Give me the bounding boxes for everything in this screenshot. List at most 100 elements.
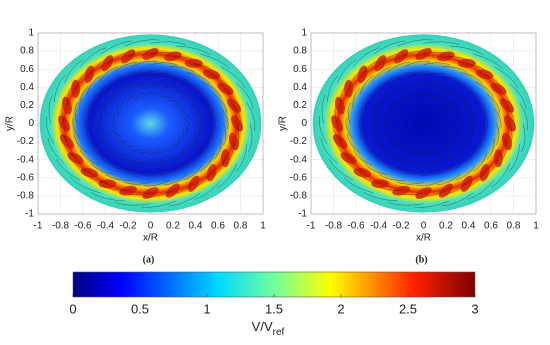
streamline (377, 99, 382, 114)
streamline (150, 62, 178, 66)
streamline (423, 62, 451, 66)
x-axis-label: x/R (143, 233, 158, 244)
streamline (183, 142, 192, 156)
streamline (176, 45, 211, 56)
streamline (150, 41, 187, 46)
streamline (92, 93, 99, 112)
streamline (132, 160, 151, 164)
streamline (246, 102, 255, 131)
streamline (467, 180, 495, 200)
streamline (321, 94, 326, 124)
streamline (91, 145, 109, 158)
x-tick-label: -0.6 (74, 221, 92, 232)
y-tick-label: 0.6 (20, 64, 34, 75)
streamline (396, 181, 424, 185)
streamline (79, 47, 107, 67)
streamline (363, 163, 387, 175)
streamline (79, 87, 88, 109)
streamline (389, 136, 401, 143)
streamline (220, 66, 246, 89)
streamline (364, 145, 382, 158)
streamline (72, 117, 81, 139)
streamline (233, 105, 242, 130)
streamline (90, 191, 125, 202)
y-tick-label: -0.8 (17, 191, 35, 202)
x-tick-label: -1 (34, 221, 43, 232)
streamline (399, 95, 408, 105)
streamline (48, 94, 53, 124)
streamline (365, 93, 372, 112)
y-tick-label: -0.2 (17, 136, 35, 147)
streamline (411, 81, 429, 88)
streamline (143, 180, 170, 187)
streamline (120, 72, 140, 82)
streamline (345, 117, 354, 139)
x-tick-label: -0.8 (52, 221, 70, 232)
streamline (74, 101, 78, 124)
streamline (346, 134, 361, 154)
streamline (347, 101, 351, 124)
streamline (183, 96, 197, 107)
streamline (223, 123, 227, 146)
streamline (144, 169, 167, 176)
streamline (363, 191, 398, 202)
streamline (126, 95, 135, 105)
streamline (100, 40, 133, 55)
streamline (163, 174, 188, 186)
streamline (113, 165, 136, 171)
colorbar-tick-label: 2.5 (399, 301, 417, 316)
axes-frame (37, 32, 264, 215)
streamline (121, 100, 127, 111)
streamline (133, 93, 145, 101)
y-tick-label: 0.4 (20, 82, 34, 93)
streamline (371, 83, 383, 100)
streamline (202, 81, 222, 98)
streamline (167, 99, 180, 105)
streamline (417, 169, 440, 176)
label-subscript: ref (273, 327, 285, 338)
streamline (147, 149, 160, 155)
x-tick-label: 0.6 (484, 221, 498, 232)
streamline (187, 72, 211, 84)
streamline (423, 72, 446, 76)
streamline (456, 164, 476, 181)
x-tick-label: 0 (148, 221, 154, 232)
y-tick-label: -1 (298, 209, 307, 220)
streamline (121, 156, 139, 161)
streamline (447, 136, 453, 147)
x-tick-label: -0.2 (392, 221, 410, 232)
streamline (397, 39, 433, 47)
streamline (131, 60, 158, 67)
x-tick-label: 0.4 (462, 221, 476, 232)
streamline (220, 108, 229, 130)
streamline (141, 200, 177, 208)
streamline (200, 53, 231, 70)
streamline (439, 142, 448, 152)
streamline (389, 105, 393, 117)
streamline (418, 159, 436, 166)
streamlines (319, 39, 528, 208)
streamline (387, 201, 424, 206)
streamline (394, 100, 400, 111)
streamline (121, 142, 134, 148)
streamline (432, 96, 446, 99)
x-tick-label: -0.4 (370, 221, 388, 232)
streamline (429, 146, 441, 154)
streamline (156, 146, 168, 154)
streamline (359, 75, 374, 95)
y-tick-label: 0.8 (20, 46, 34, 57)
streamline (192, 89, 210, 102)
streamline (509, 83, 527, 110)
streamline (116, 136, 128, 143)
streamline (508, 144, 521, 172)
streamline (456, 123, 461, 135)
streamline (210, 123, 214, 142)
streamline (236, 83, 254, 110)
x-tick-label: 1 (260, 221, 266, 232)
y-tick-label: 1 (301, 28, 307, 39)
streamline (405, 160, 424, 164)
streamline (105, 174, 132, 181)
y-tick-label: 0.4 (293, 82, 307, 93)
flow-field (39, 34, 262, 213)
colorbar-tick-label: 1 (203, 301, 210, 316)
